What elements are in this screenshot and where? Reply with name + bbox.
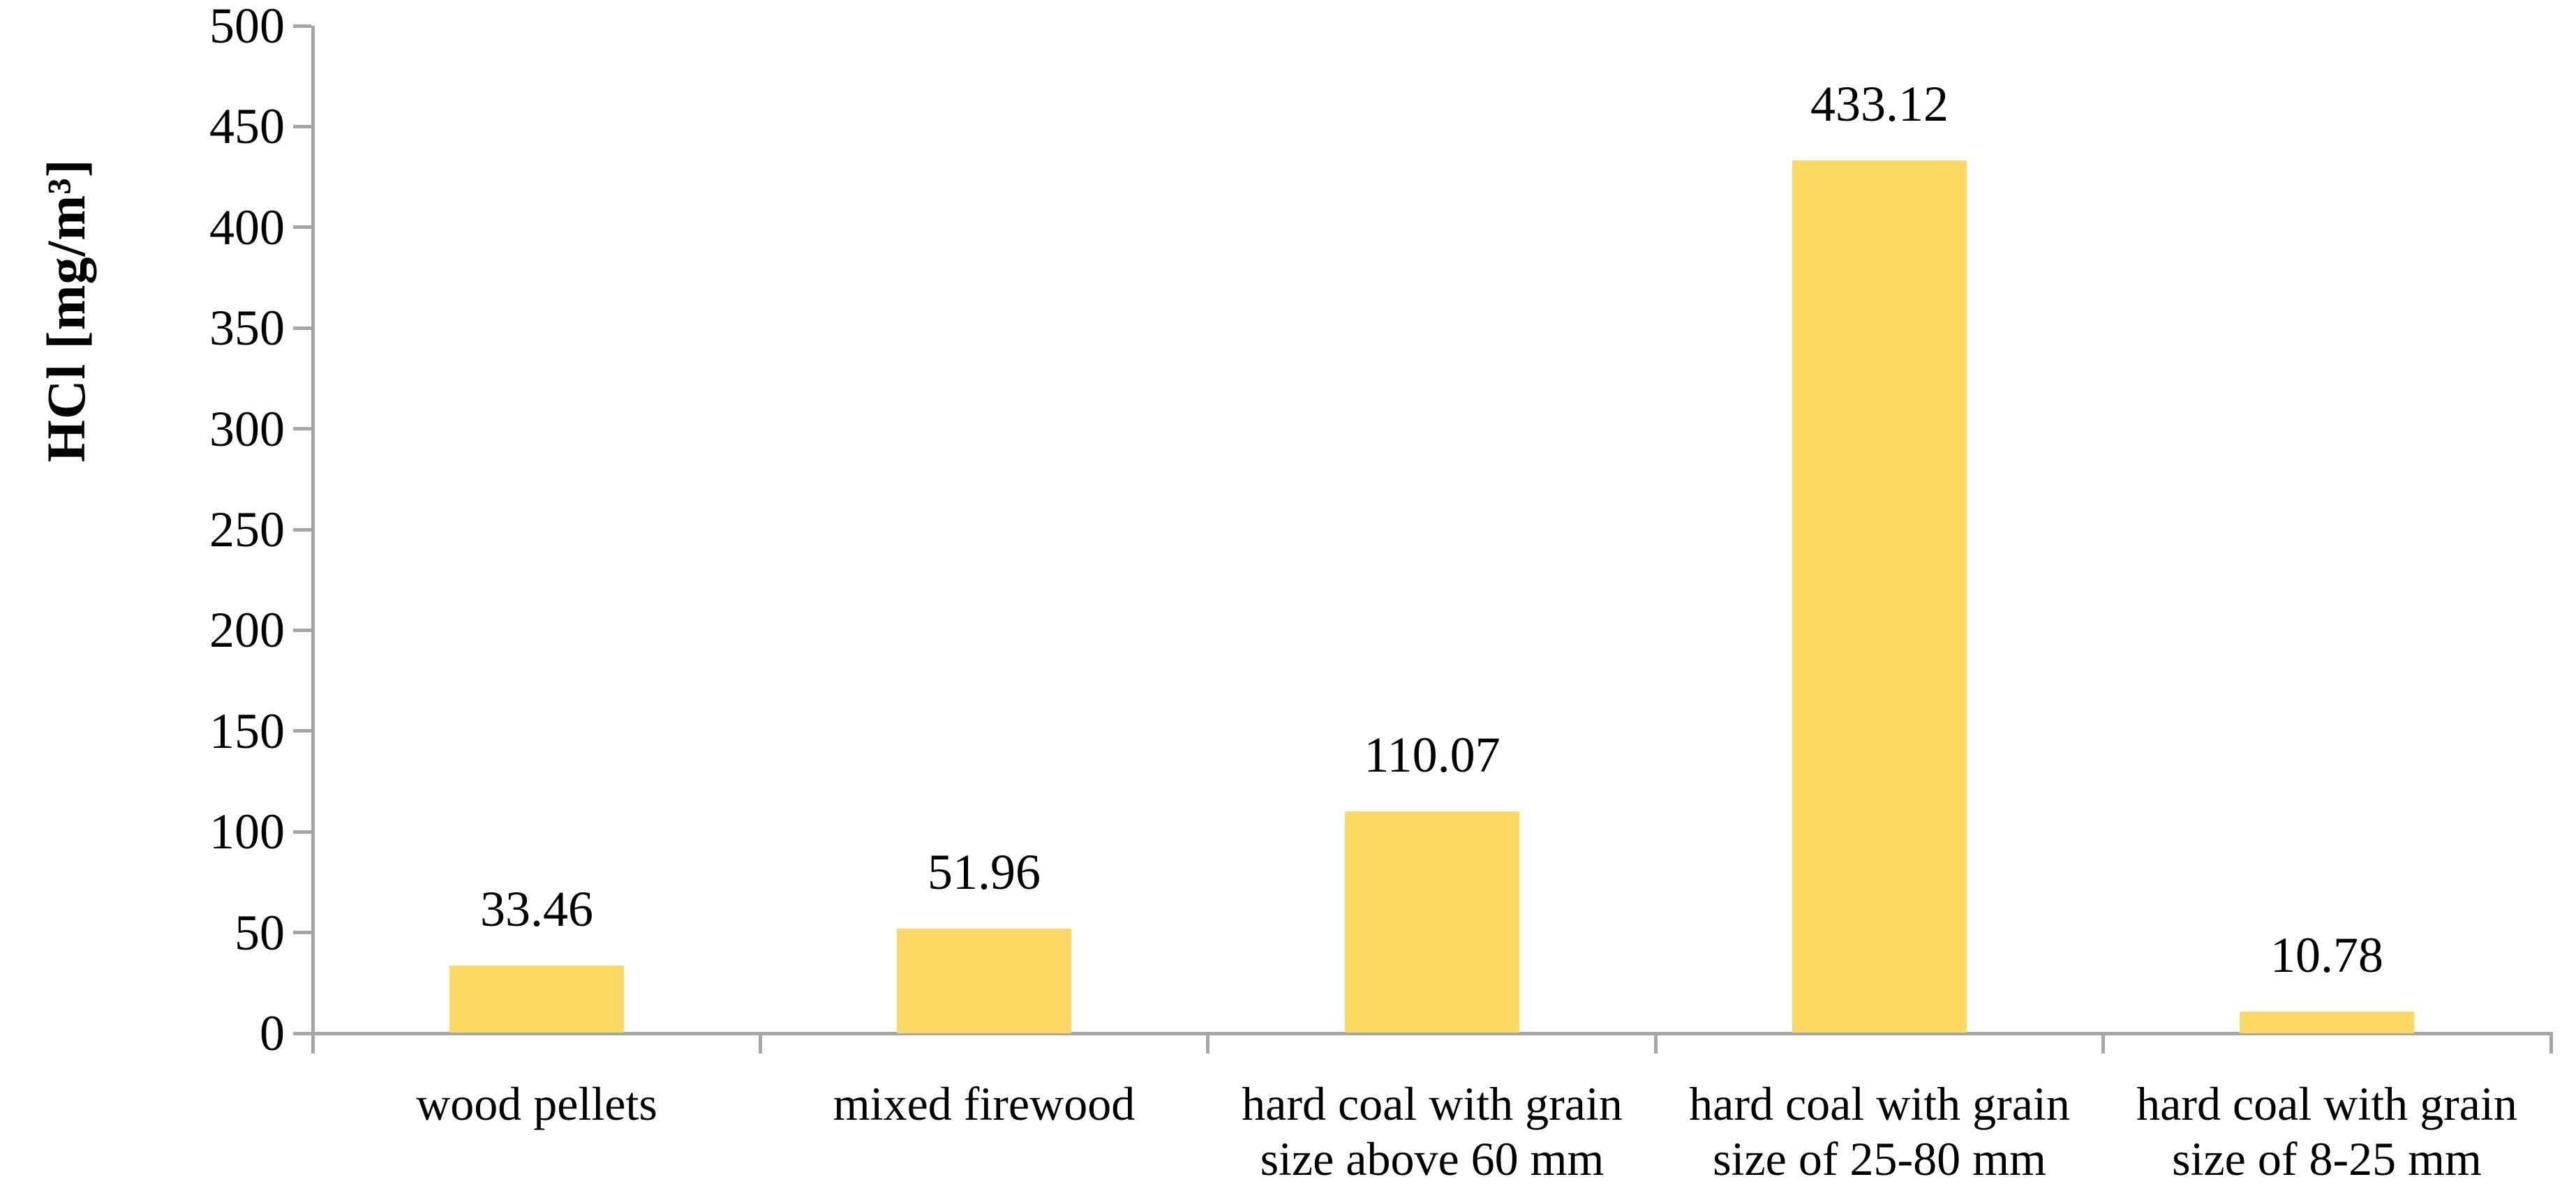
bar bbox=[2240, 1012, 2414, 1033]
y-axis-line bbox=[311, 26, 315, 1053]
bar-value-label: 51.96 bbox=[928, 844, 1041, 900]
bar-value-label: 110.07 bbox=[1364, 727, 1501, 783]
y-axis-tick-label: 0 bbox=[260, 1005, 285, 1061]
category-label: hard coal with grain size of 25-80 mm bbox=[1689, 1077, 2070, 1185]
y-axis-tick-label: 400 bbox=[209, 200, 285, 255]
y-axis-tick-label: 350 bbox=[209, 300, 285, 356]
y-axis-tick-label: 100 bbox=[209, 804, 285, 860]
x-axis-line bbox=[311, 1032, 2553, 1035]
bar-value-label: 10.78 bbox=[2270, 927, 2383, 983]
category-label: mixed firewood bbox=[833, 1077, 1136, 1130]
x-axis-tick bbox=[759, 1035, 762, 1053]
x-axis-tick bbox=[311, 1035, 315, 1053]
y-axis-tick bbox=[293, 427, 311, 430]
bar bbox=[1792, 160, 1967, 1033]
y-axis-tick bbox=[293, 931, 311, 934]
y-axis-tick-label: 300 bbox=[209, 401, 285, 457]
bar bbox=[449, 966, 624, 1033]
y-axis-tick-label: 250 bbox=[209, 502, 285, 557]
y-axis-tick-label: 450 bbox=[209, 98, 285, 154]
y-axis-tick bbox=[293, 125, 311, 128]
y-axis-tick bbox=[293, 528, 311, 532]
y-axis-tick bbox=[293, 24, 311, 28]
bar bbox=[897, 929, 1071, 1033]
y-axis-tick bbox=[293, 629, 311, 632]
category-label: hard coal with grain size above 60 mm bbox=[1242, 1077, 1623, 1185]
y-axis-tick-label: 200 bbox=[209, 602, 285, 658]
x-axis-tick bbox=[1654, 1035, 1658, 1053]
y-axis-tick-label: 50 bbox=[234, 905, 285, 961]
x-axis-tick bbox=[1206, 1035, 1209, 1053]
y-axis-tick bbox=[293, 729, 311, 733]
category-label: hard coal with grain size of 8-25 mm bbox=[2136, 1077, 2517, 1185]
x-axis-tick bbox=[2101, 1035, 2105, 1053]
y-axis-tick bbox=[293, 327, 311, 330]
category-label: wood pellets bbox=[416, 1077, 657, 1130]
y-axis-tick bbox=[293, 830, 311, 834]
bar-value-label: 33.46 bbox=[480, 881, 593, 937]
y-axis-tick bbox=[293, 225, 311, 229]
x-axis-tick bbox=[2549, 1035, 2553, 1053]
y-axis-tick-label: 500 bbox=[209, 0, 285, 54]
bar bbox=[1345, 811, 1519, 1033]
bar-value-label: 433.12 bbox=[1810, 76, 1949, 132]
y-axis-tick bbox=[293, 1032, 311, 1035]
y-axis-tick-label: 150 bbox=[209, 703, 285, 759]
